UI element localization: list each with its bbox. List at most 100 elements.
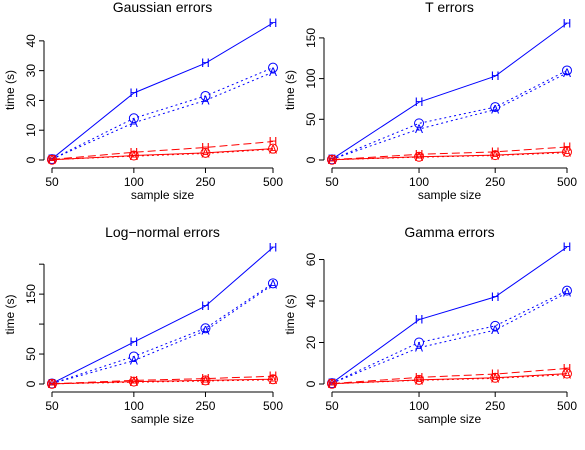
series-line [51, 282, 274, 384]
data-point: A [328, 377, 336, 391]
data-point: H [269, 16, 278, 30]
series-line [331, 70, 568, 160]
series-line [331, 292, 568, 384]
data-point [490, 372, 501, 383]
x-tick-label: 50 [325, 175, 339, 189]
data-point: H [269, 135, 278, 149]
x-axis-label: sample size [131, 188, 195, 202]
data-point: A [415, 373, 423, 387]
panel-title: Gaussian errors [113, 0, 213, 15]
x-tick-label: 100 [124, 399, 144, 413]
series-line [51, 284, 274, 385]
x-axis-label: sample size [131, 412, 195, 426]
data-point: A [563, 66, 571, 80]
y-tick-label: 20 [24, 93, 38, 107]
x-tick-label: 250 [195, 175, 215, 189]
series-line [51, 22, 274, 160]
y-tick-label: 60 [304, 253, 318, 267]
data-point [490, 150, 501, 161]
data-point [414, 118, 425, 129]
y-tick-label: 0 [24, 380, 38, 387]
x-tick-label: 250 [485, 399, 505, 413]
data-point [414, 337, 425, 348]
series-5 [327, 368, 572, 389]
panel-1: Gaussian errors 0 10 20 30 40 50 100 250 500 sampl… [3, 0, 283, 202]
y-tick-label: 150 [304, 28, 318, 48]
data-point: A [491, 371, 499, 385]
y-axis-label: time (s) [283, 295, 297, 335]
data-point [128, 351, 139, 362]
series-line [331, 290, 568, 384]
x-tick-label: 500 [263, 175, 283, 189]
data-point [200, 375, 211, 386]
data-point [200, 323, 211, 334]
data-point: A [415, 341, 423, 355]
x-axis-label: sample size [418, 188, 482, 202]
series-1: H H H H [48, 240, 278, 390]
data-point [268, 143, 278, 154]
axes [39, 40, 274, 173]
y-axis-label: time (s) [3, 70, 17, 110]
series-line [331, 374, 568, 385]
series-line [331, 373, 568, 385]
data-point [268, 62, 278, 73]
data-point: A [563, 286, 571, 300]
data-point: H [415, 370, 424, 384]
series-line [51, 67, 274, 160]
series-2 [327, 285, 572, 389]
x-tick-label: 250 [195, 399, 215, 413]
series-5 [327, 146, 572, 165]
data-point: H [130, 86, 139, 100]
data-point: A [130, 116, 138, 130]
x-tick-label: 500 [263, 399, 283, 413]
data-point [200, 147, 211, 158]
data-point: H [130, 373, 139, 387]
data-point: H [415, 147, 424, 161]
axes [319, 259, 568, 397]
panel-title: Log−normal errors [105, 224, 220, 240]
data-point [268, 278, 278, 289]
series-line [51, 148, 274, 161]
data-point: A [415, 122, 423, 136]
series-1: H H H H [48, 16, 278, 166]
panel-title: Gamma errors [404, 224, 494, 240]
series-line [51, 379, 274, 385]
x-axis-label: sample size [418, 412, 482, 426]
y-axis-label: time (s) [283, 70, 297, 110]
series-3: A A A A [328, 286, 571, 390]
y-tick-label: 10 [24, 123, 38, 137]
data-point: H [563, 16, 572, 30]
data-point: A [130, 149, 138, 163]
data-point [562, 285, 572, 296]
y-tick-label: 20 [304, 336, 318, 350]
y-tick-label: 40 [24, 34, 38, 48]
series-line [331, 152, 568, 161]
x-tick-label: 100 [124, 175, 144, 189]
data-point: H [415, 95, 424, 109]
data-point: H [201, 372, 210, 386]
data-point [128, 376, 139, 387]
data-point: A [491, 323, 499, 337]
data-point: A [415, 150, 423, 164]
data-point [268, 374, 278, 385]
data-point: A [328, 153, 336, 167]
x-tick-label: 50 [45, 175, 59, 189]
data-point: A [563, 368, 571, 382]
series-5 [47, 143, 278, 165]
data-point [327, 378, 337, 389]
data-point: A [269, 278, 277, 292]
data-point: H [491, 69, 500, 83]
y-axis-label: time (s) [3, 295, 17, 335]
x-tick-label: 100 [409, 175, 429, 189]
series-line [331, 367, 568, 385]
data-point [562, 65, 572, 76]
data-point [200, 90, 211, 101]
y-tick-label: 30 [24, 64, 38, 78]
x-tick-label: 100 [409, 399, 429, 413]
data-point: H [491, 367, 500, 381]
